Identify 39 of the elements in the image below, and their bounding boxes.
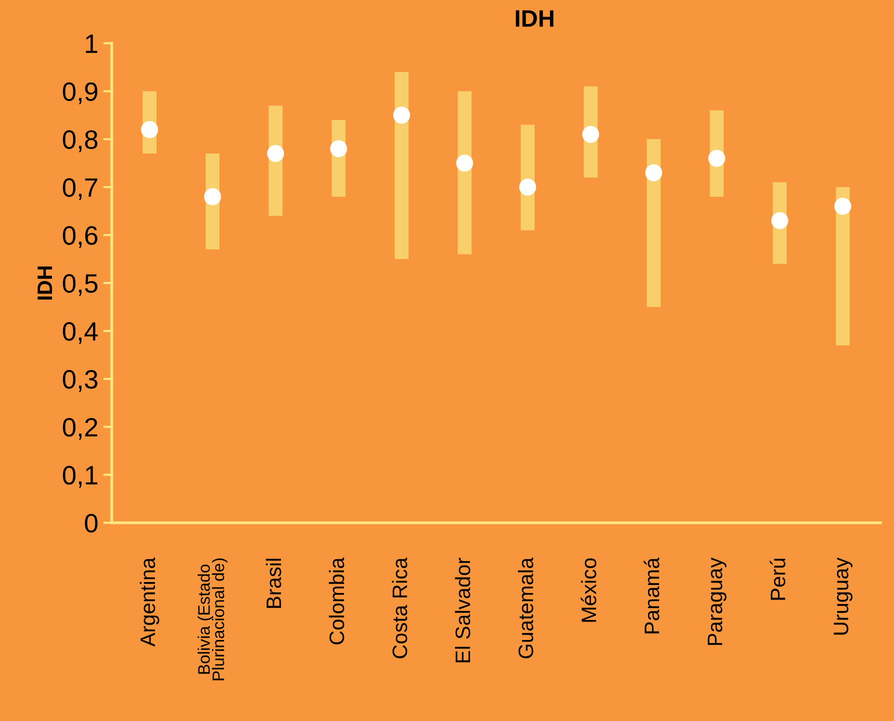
x-tick-label: Bolivia (Estado Plurinacional de): [198, 558, 228, 680]
point: [204, 188, 222, 206]
x-tick-label: Costa Rica: [392, 557, 408, 658]
point: [456, 154, 474, 172]
x-tick-label: Panamá: [644, 557, 660, 634]
point: [708, 150, 726, 167]
bar: [458, 91, 472, 254]
point: [519, 178, 536, 196]
point: [582, 126, 600, 143]
x-tick-label: México: [580, 558, 596, 622]
x-tick-label: Perú: [770, 558, 786, 600]
point: [330, 140, 348, 158]
point: [645, 164, 662, 182]
y-tick-label: 0,6: [62, 226, 98, 248]
bar: [394, 72, 409, 260]
y-axis-title: IDH: [38, 266, 52, 300]
point: [267, 145, 284, 162]
x-tick-label: Paraguay: [708, 557, 726, 645]
x-tick-label: Argentina: [140, 557, 160, 647]
y-tick-label: 0,5: [62, 274, 98, 296]
y-tick-label: 1: [86, 34, 98, 53]
x-tick-label: Brasil: [266, 558, 282, 608]
x-tick-label: Uruguay: [834, 557, 852, 635]
y-tick-label: 0,7: [62, 178, 98, 200]
x-tick-label: El Salvador: [454, 558, 470, 662]
x-tick-label: Colombia: [328, 557, 344, 644]
chart-title: IDH: [516, 10, 554, 27]
x-tick-label: Guatemala: [518, 557, 534, 658]
y-tick-label: 0,9: [62, 82, 98, 104]
y-tick-label: 0: [84, 514, 98, 533]
y-tick-label: 0,2: [62, 418, 98, 440]
point: [141, 121, 158, 138]
point: [834, 198, 852, 215]
point: [771, 212, 788, 230]
point: [393, 106, 410, 124]
y-tick-label: 0,3: [62, 370, 98, 392]
y-tick-label: 0,4: [62, 322, 98, 344]
y-tick-label: 0,1: [62, 466, 98, 488]
y-tick-label: 0,8: [62, 130, 98, 152]
